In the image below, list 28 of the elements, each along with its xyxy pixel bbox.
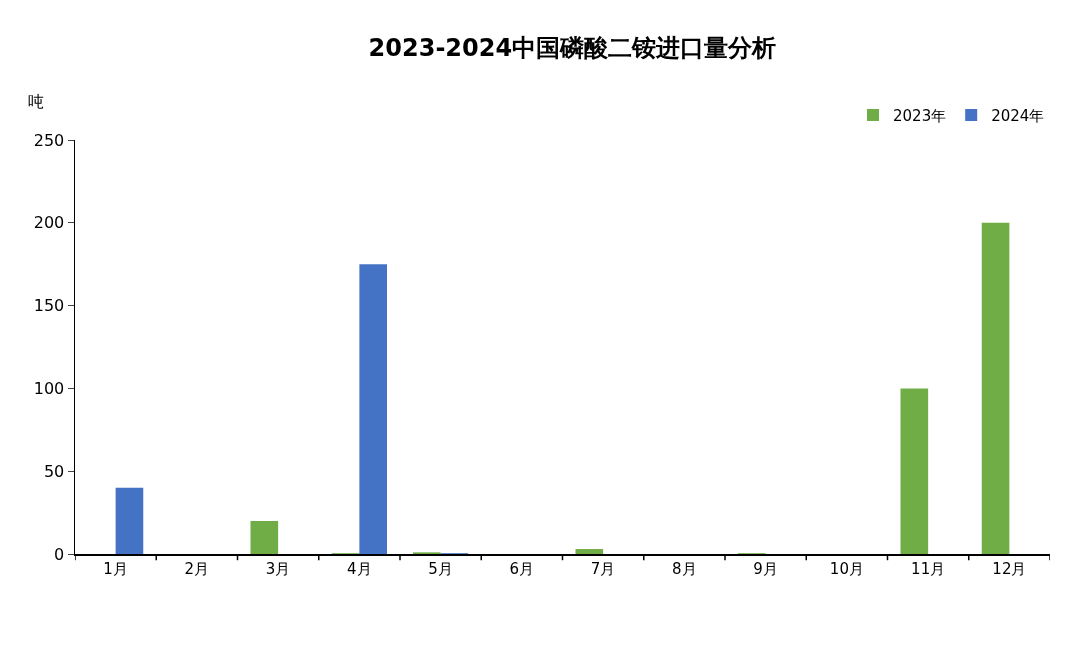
x-tick-label: 8月 — [672, 559, 697, 578]
x-tick-label: 11月 — [911, 559, 946, 578]
legend-label: 2024年 — [991, 106, 1045, 125]
y-tick-label: 100 — [33, 379, 65, 398]
y-tick-label: 200 — [33, 213, 65, 233]
bar — [575, 549, 604, 554]
y-axis-title: 吨 — [28, 92, 44, 111]
x-tick-label: 1月 — [103, 559, 128, 578]
x-tick-label: 12月 — [992, 559, 1027, 578]
y-tick-label: 0 — [54, 544, 65, 564]
x-tick-label: 9月 — [753, 559, 778, 578]
x-tick-label: 2月 — [184, 559, 210, 578]
bar — [981, 222, 1010, 554]
legend-label: 2023年 — [893, 106, 947, 125]
x-tick-label: 4月 — [347, 559, 372, 578]
y-tick-label: 250 — [33, 130, 65, 150]
x-tick-label: 7月 — [590, 559, 616, 578]
y-tick-label: 50 — [43, 461, 65, 481]
bar — [359, 264, 387, 554]
bar — [900, 388, 929, 554]
bar — [115, 487, 144, 554]
x-tick-label: 5月 — [428, 559, 453, 578]
x-tick-label: 10月 — [829, 559, 864, 578]
x-tick-label: 6月 — [509, 559, 535, 578]
y-tick-label: 150 — [33, 296, 65, 316]
x-tick-label: 3月 — [265, 559, 291, 578]
bar — [250, 520, 279, 554]
chart-title: 2023-2024中国磷酸二铵进口量分析 — [368, 34, 777, 63]
